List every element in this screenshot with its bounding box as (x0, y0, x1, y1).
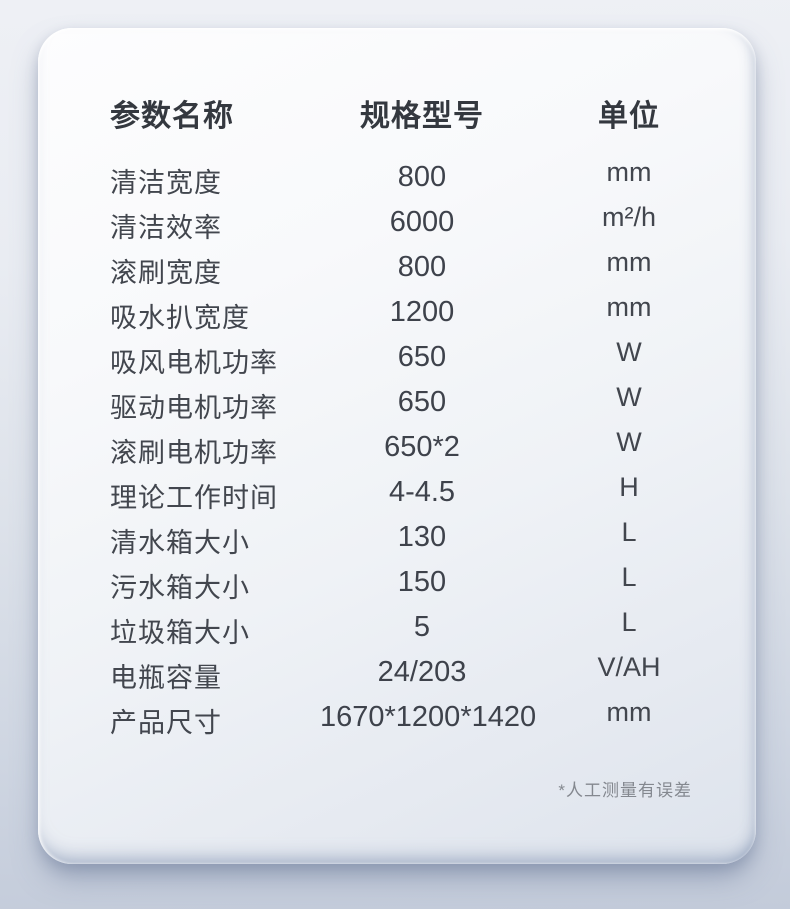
table-row: 产品尺寸 1670*1200*1420 mm (110, 697, 744, 746)
table-row: 电瓶容量 24/203 V/AH (110, 652, 744, 701)
parameter-name: 清水箱大小 (110, 528, 250, 558)
parameter-name: 垃圾箱大小 (110, 618, 250, 648)
table-row: 垃圾箱大小 5 L (110, 607, 744, 656)
parameter-name: 理论工作时间 (110, 483, 278, 513)
parameter-unit: W (616, 382, 642, 412)
parameter-spec-value: 4-4.5 (388, 476, 456, 508)
parameter-unit: W (616, 427, 642, 457)
parameter-spec-value: 5 (413, 611, 431, 643)
parameter-unit: mm (606, 157, 652, 187)
table-row: 清水箱大小 130 L (110, 517, 744, 566)
parameter-unit: mm (606, 697, 652, 727)
parameter-name: 驱动电机功率 (110, 393, 278, 423)
parameter-spec-value: 6000 (389, 206, 455, 238)
parameter-spec-value: 1670*1200*1420 (320, 701, 537, 733)
table-row: 清洁效率 6000 m²/h (110, 202, 744, 251)
spec-card: 参数名称 规格型号 单位 清洁宽度 800 mm 清洁效率 6000 m²/h … (30, 20, 764, 872)
parameter-spec-value: 24/203 (377, 656, 467, 688)
parameter-unit: L (621, 562, 637, 592)
parameter-unit: W (616, 337, 642, 367)
column-header-spec-model: 规格型号 (360, 99, 484, 133)
table-row: 滚刷电机功率 650*2 W (110, 427, 744, 476)
column-header-unit: 单位 (598, 99, 660, 133)
parameter-spec-value: 650 (397, 386, 447, 418)
parameter-name: 污水箱大小 (110, 573, 250, 603)
parameter-name: 清洁效率 (110, 213, 222, 243)
parameter-name: 滚刷电机功率 (110, 438, 278, 468)
table-row: 理论工作时间 4-4.5 H (110, 472, 744, 521)
table-row: 吸风电机功率 650 W (110, 337, 744, 386)
table-row: 滚刷宽度 800 mm (110, 247, 744, 296)
parameter-unit: H (619, 472, 639, 502)
parameter-name: 滚刷宽度 (110, 258, 222, 288)
table-row: 清洁宽度 800 mm (110, 157, 744, 206)
spec-table: 参数名称 规格型号 单位 清洁宽度 800 mm 清洁效率 6000 m²/h … (38, 28, 756, 746)
parameter-unit: mm (606, 247, 652, 277)
parameter-spec-value: 130 (397, 521, 447, 553)
table-body: 清洁宽度 800 mm 清洁效率 6000 m²/h 滚刷宽度 800 mm 吸… (110, 157, 744, 746)
parameter-unit: m²/h (602, 202, 656, 232)
parameter-name: 产品尺寸 (110, 708, 222, 738)
table-row: 吸水扒宽度 1200 mm (110, 292, 744, 341)
parameter-name: 吸水扒宽度 (110, 303, 250, 333)
parameter-name: 电瓶容量 (110, 663, 222, 693)
parameter-unit: L (621, 607, 637, 637)
parameter-name: 清洁宽度 (110, 168, 222, 198)
parameter-spec-value: 800 (397, 251, 447, 283)
parameter-unit: L (621, 517, 637, 547)
parameter-spec-value: 650*2 (384, 431, 460, 463)
table-header-row: 参数名称 规格型号 单位 (110, 94, 744, 139)
table-row: 污水箱大小 150 L (110, 562, 744, 611)
parameter-name: 吸风电机功率 (110, 348, 278, 378)
parameter-spec-value: 800 (397, 161, 447, 193)
parameter-spec-value: 150 (397, 566, 447, 598)
parameter-unit: mm (606, 292, 652, 322)
measurement-disclaimer: *人工测量有误差 (558, 781, 692, 800)
parameter-spec-value: 1200 (389, 296, 455, 328)
parameter-unit: V/AH (597, 652, 661, 682)
table-row: 驱动电机功率 650 W (110, 382, 744, 431)
parameter-spec-value: 650 (397, 341, 447, 373)
column-header-parameter-name: 参数名称 (110, 99, 234, 133)
